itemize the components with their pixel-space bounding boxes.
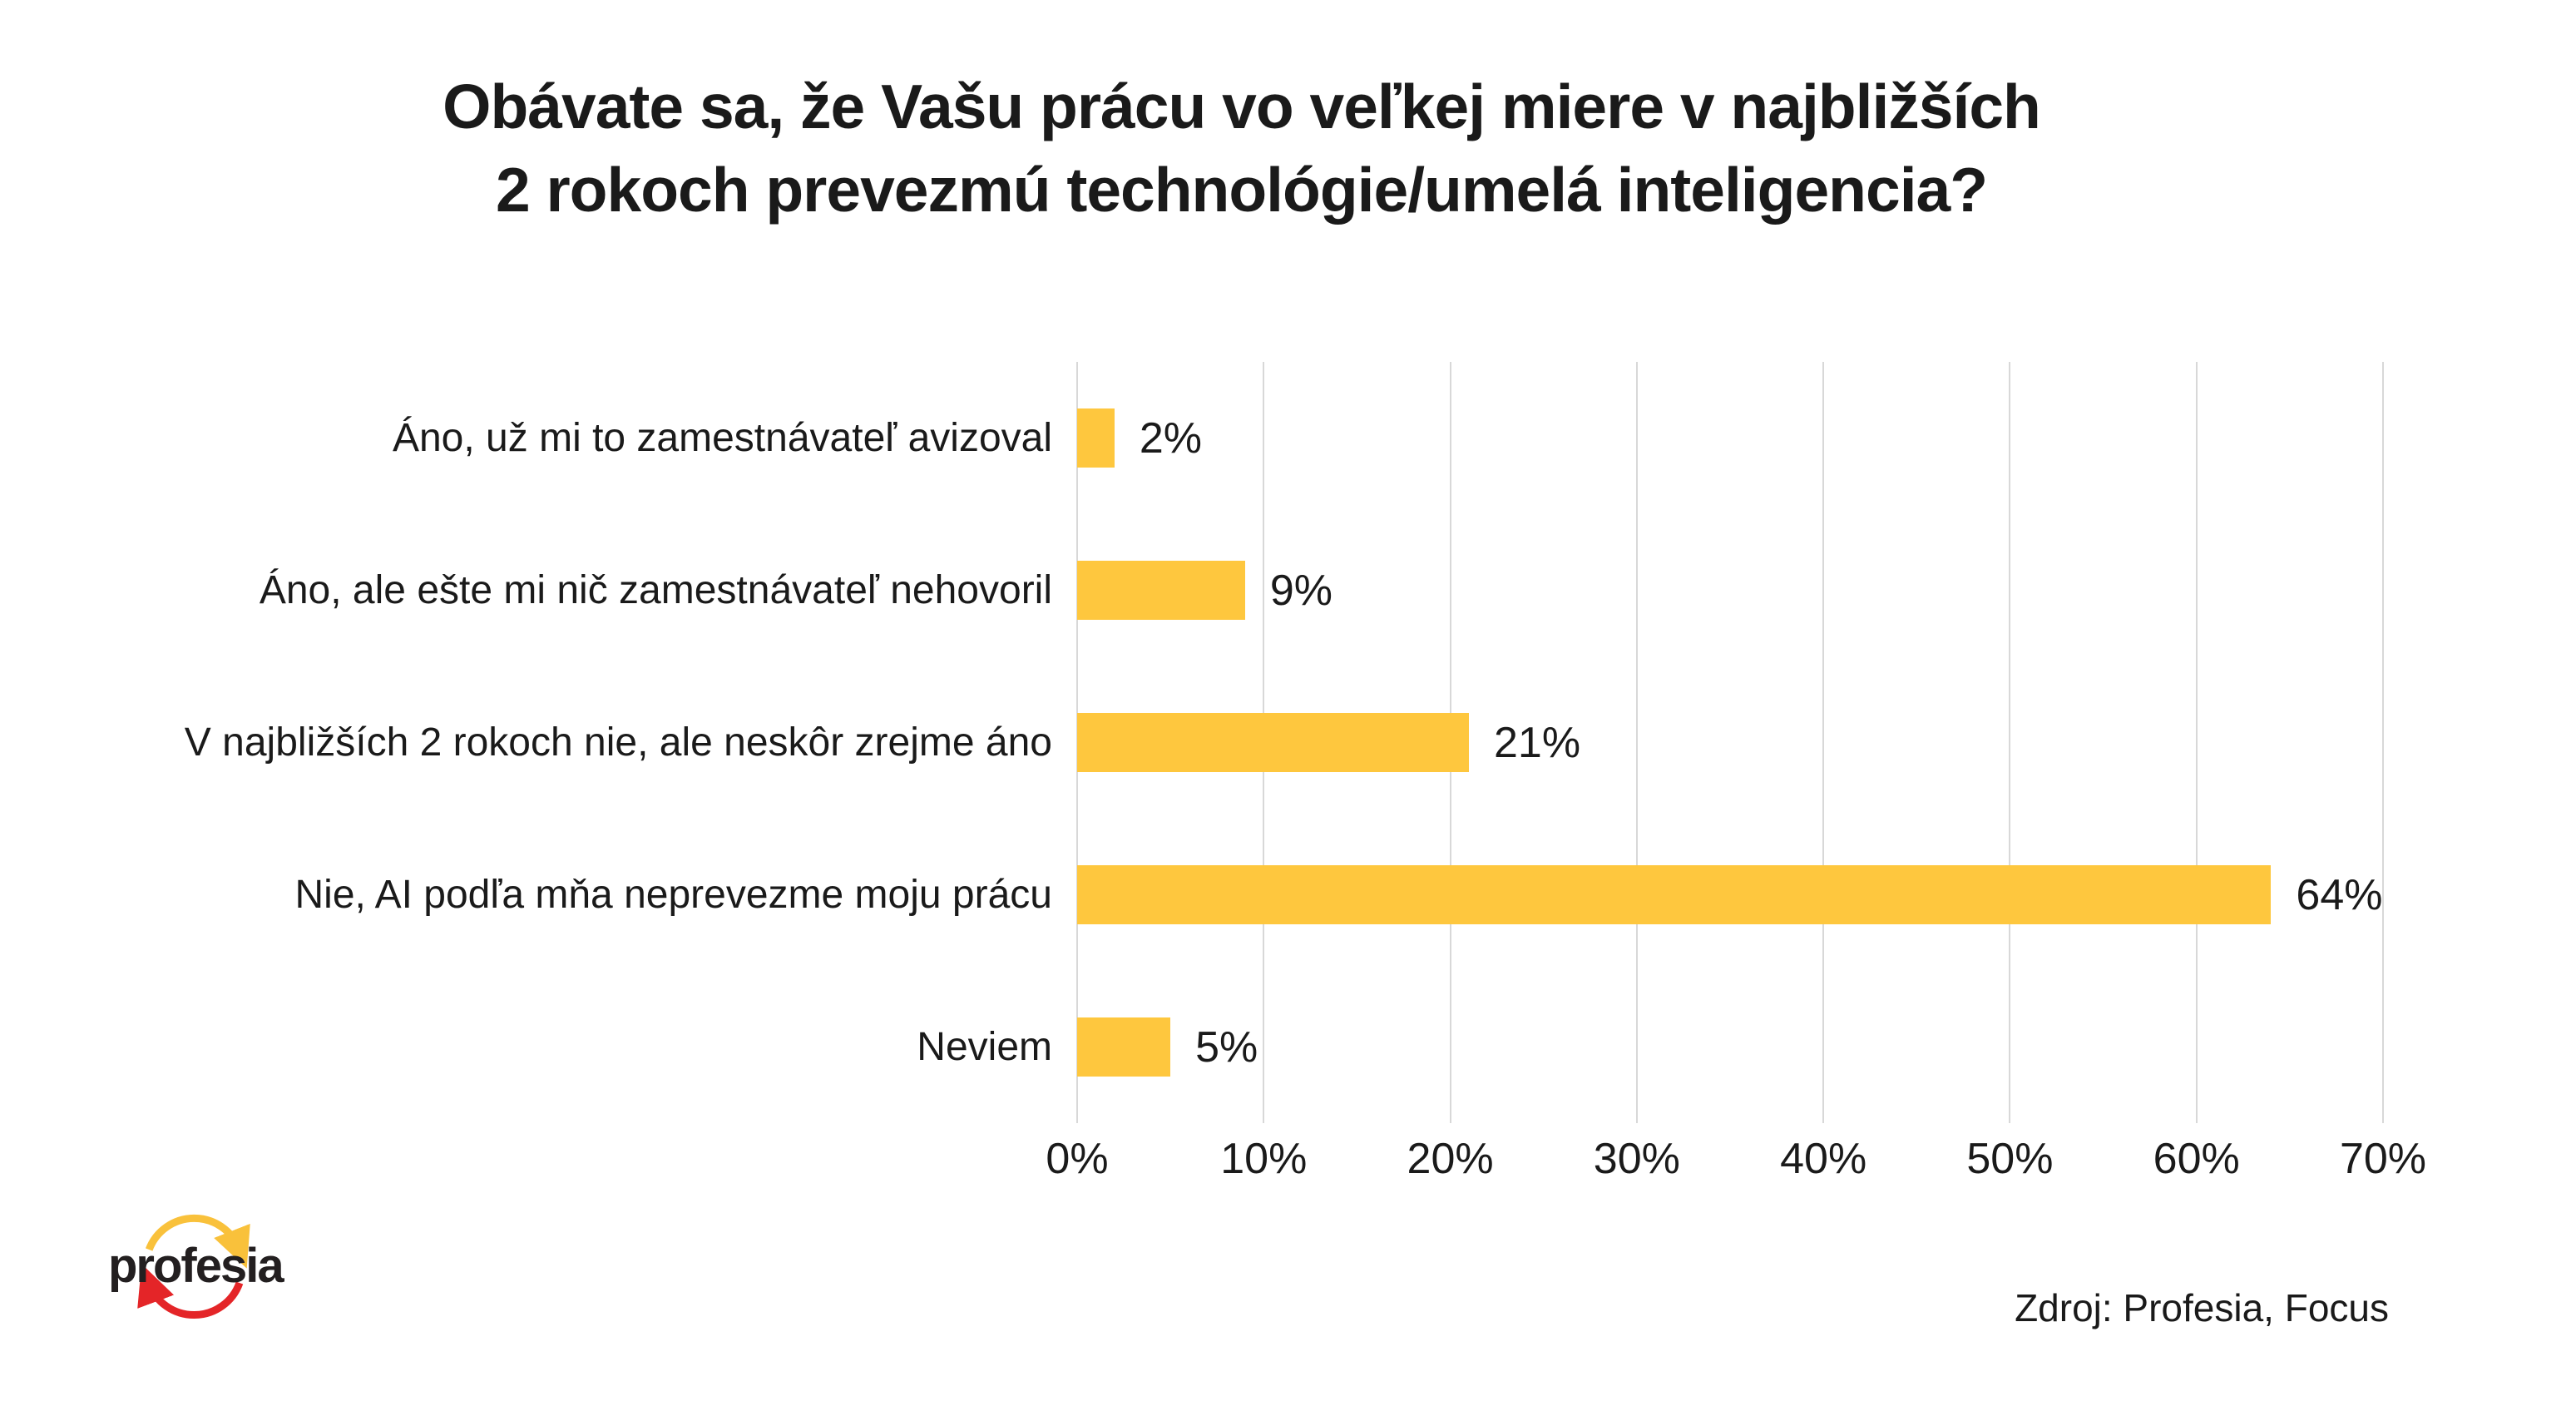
logo-red-arc bbox=[137, 1264, 244, 1319]
value-label: 9% bbox=[1269, 566, 1332, 615]
logo-wordmark: profesia bbox=[108, 1239, 284, 1293]
category-label: Áno, už mi to zamestnávateľ avizoval bbox=[392, 416, 1052, 460]
chart-row: Áno, ale ešte mi nič zamestnávateľ nehov… bbox=[50, 514, 2383, 666]
x-tick-label: 20% bbox=[1407, 1135, 1494, 1183]
bar bbox=[1077, 713, 1469, 772]
bar bbox=[1077, 865, 2272, 924]
gridline bbox=[1822, 362, 1825, 1123]
bar-chart: Áno, už mi to zamestnávateľ avizoval 2% Án… bbox=[50, 362, 2384, 1123]
bar-area: 21% bbox=[1077, 666, 2383, 819]
x-tick-label: 30% bbox=[1593, 1135, 1680, 1183]
category-label: Áno, ale ešte mi nič zamestnávateľ nehov… bbox=[259, 568, 1052, 612]
x-tick-label: 50% bbox=[1966, 1135, 2054, 1183]
gridline bbox=[2009, 362, 2011, 1123]
x-tick-label: 70% bbox=[2339, 1135, 2427, 1183]
chart-row: Neviem 5% bbox=[50, 971, 2383, 1123]
chart-title: Obávate sa, že Vašu prácu vo veľkej mier… bbox=[0, 65, 2483, 231]
x-tick-label: 10% bbox=[1220, 1135, 1308, 1183]
chart-title-line2: 2 rokoch prevezmú technológie/umelá inte… bbox=[495, 155, 1988, 225]
gridline bbox=[2195, 362, 2198, 1123]
bar-area: 9% bbox=[1077, 514, 2383, 666]
x-tick-label: 0% bbox=[1046, 1135, 1109, 1183]
bar bbox=[1077, 408, 1115, 468]
bar-rows: Áno, už mi to zamestnávateľ avizoval 2% Án… bbox=[50, 362, 2383, 1123]
chart-row: Nie, AI podľa mňa neprevezme moju prácu 6… bbox=[50, 819, 2383, 971]
chart-row: V najbližších 2 rokoch nie, ale neskôr z… bbox=[50, 666, 2383, 819]
profesia-logo: profesia bbox=[108, 1214, 285, 1319]
bar-area: 5% bbox=[1077, 971, 2383, 1123]
value-label: 2% bbox=[1139, 413, 1202, 463]
bar-area: 2% bbox=[1077, 362, 2383, 514]
source-text: Zdroj: Profesia, Focus bbox=[2015, 1286, 2389, 1329]
gridline bbox=[1635, 362, 1638, 1123]
bar bbox=[1077, 1017, 1171, 1077]
x-tick-label: 40% bbox=[1780, 1135, 1867, 1183]
chart-title-line1: Obávate sa, že Vašu prácu vo veľkej mier… bbox=[443, 72, 2041, 141]
bar-area: 64% bbox=[1077, 819, 2383, 971]
category-label: Neviem bbox=[917, 1025, 1052, 1069]
category-label: V najbližších 2 rokoch nie, ale neskôr z… bbox=[184, 720, 1052, 765]
x-tick-label: 60% bbox=[2153, 1135, 2240, 1183]
chart-row: Áno, už mi to zamestnávateľ avizoval 2% bbox=[50, 362, 2383, 514]
value-label: 21% bbox=[1494, 718, 1581, 767]
x-axis: 0% 10% 20% 30% 40% 50% 60% 70% bbox=[1046, 1134, 2426, 1184]
logo-yellow-arc bbox=[145, 1214, 250, 1269]
gridline bbox=[2382, 362, 2384, 1123]
value-label: 64% bbox=[2296, 870, 2383, 919]
category-label: Nie, AI podľa mňa neprevezme moju prácu bbox=[294, 873, 1052, 917]
value-label: 5% bbox=[1195, 1022, 1258, 1072]
bar bbox=[1077, 561, 1245, 620]
